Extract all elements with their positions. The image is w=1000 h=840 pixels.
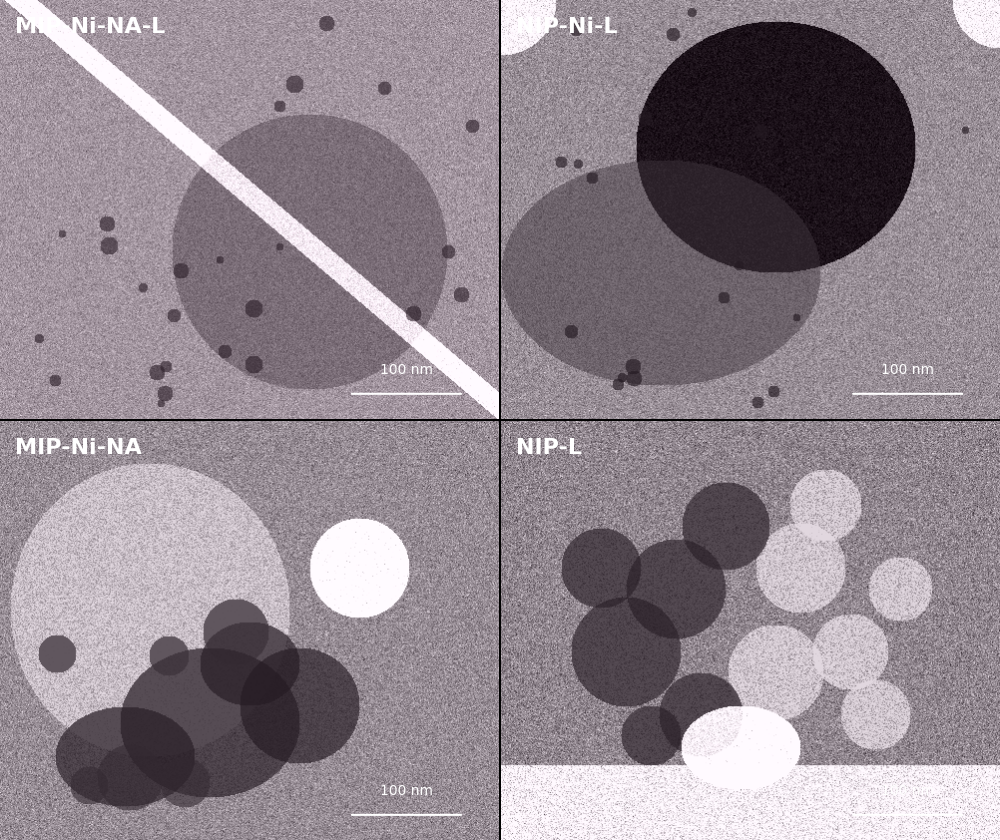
Text: MIP-Ni-NA-L: MIP-Ni-NA-L <box>15 17 165 37</box>
Text: 100 nm: 100 nm <box>881 784 934 798</box>
Text: NIP-L: NIP-L <box>516 438 582 458</box>
Text: MIP-Ni-NA: MIP-Ni-NA <box>15 438 142 458</box>
Text: NIP-Ni-L: NIP-Ni-L <box>516 17 618 37</box>
Text: 100 nm: 100 nm <box>380 363 433 377</box>
Text: 100 nm: 100 nm <box>881 363 934 377</box>
Text: 100 nm: 100 nm <box>380 784 433 798</box>
